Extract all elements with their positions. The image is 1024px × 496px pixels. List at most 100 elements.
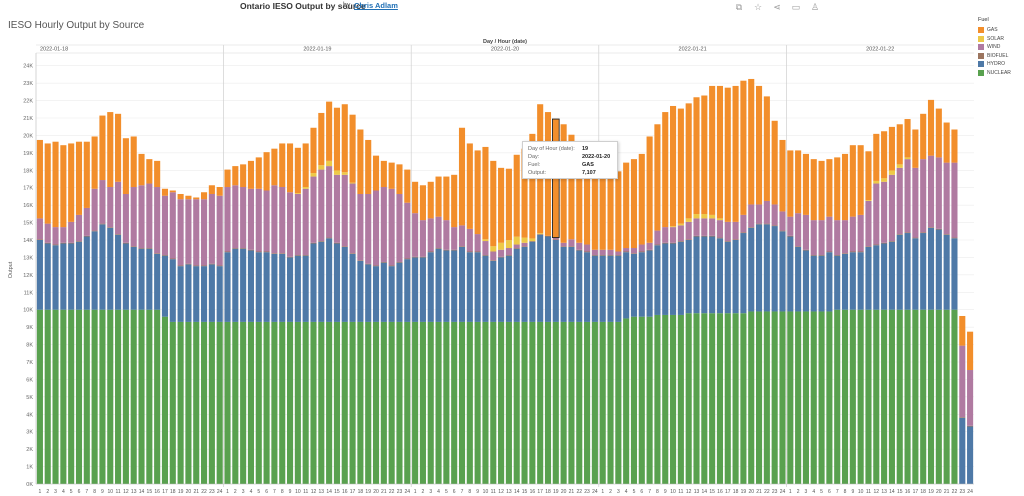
bar-segment-solar: [709, 214, 716, 219]
bar-segment-nuclear: [75, 309, 83, 484]
bar-segment-hydro: [841, 253, 849, 310]
x-tick-label: 7: [648, 489, 651, 495]
bar-segment-solar: [904, 157, 911, 160]
day-label: 2022-01-19: [303, 47, 331, 53]
bar-segment-biofuel: [693, 235, 700, 237]
x-tick-label: 24: [405, 489, 411, 495]
bar-segment-biofuel: [310, 242, 317, 244]
bar-segment-hydro: [677, 241, 684, 315]
bar-segment-gas: [615, 171, 622, 252]
bar-segment-biofuel: [740, 232, 747, 234]
x-tick-label: 20: [373, 489, 379, 495]
bar-segment-gas: [959, 315, 966, 346]
star-icon[interactable]: ☆: [753, 2, 763, 12]
x-tick-label: 6: [78, 489, 81, 495]
bar-segment-biofuel: [529, 241, 536, 242]
bar-segment-wind: [271, 185, 278, 254]
bar-segment-biofuel: [279, 253, 286, 254]
bar-segment-nuclear: [68, 309, 75, 484]
bar-segment-nuclear: [685, 313, 692, 484]
bar-segment-gas: [904, 119, 911, 158]
legend-label: SOLAR: [987, 35, 1004, 42]
bar-segment-wind: [122, 193, 129, 243]
legend-item-gas[interactable]: GAS: [978, 26, 1022, 35]
x-tick-label: 12: [123, 489, 129, 495]
bar-segment-gas: [208, 185, 215, 194]
bar-segment-gas: [795, 150, 802, 214]
bar-segment-nuclear: [779, 311, 786, 484]
bar-segment-gas: [779, 139, 786, 212]
bar-segment-hydro: [826, 252, 833, 312]
bar-segment-gas: [435, 176, 442, 217]
bar-segment-wind: [920, 159, 927, 233]
bar-segment-hydro: [896, 234, 903, 310]
legend-item-solar[interactable]: SOLAR: [978, 35, 1022, 44]
bar-segment-biofuel: [107, 227, 114, 228]
bar-segment-wind: [365, 193, 372, 264]
x-tick-label: 23: [397, 489, 403, 495]
bar-segment-wind: [654, 230, 661, 245]
bar-segment-nuclear: [318, 321, 325, 484]
x-tick-label: 5: [257, 489, 260, 495]
bar-segment-hydro: [685, 240, 692, 314]
bar-segment-hydro: [443, 250, 450, 322]
bar-segment-nuclear: [412, 321, 419, 484]
bar-segment-biofuel: [451, 249, 458, 251]
x-tick-label: 18: [733, 489, 739, 495]
legend-item-nuclear[interactable]: NUCLEAR: [978, 69, 1022, 78]
bar-segment-gas: [326, 101, 333, 161]
legend-swatch: [978, 61, 984, 68]
person-icon[interactable]: ♙: [810, 2, 820, 12]
bar-segment-biofuel: [865, 246, 872, 247]
bar-segment-wind: [177, 199, 184, 266]
y-tick-label: 0K: [26, 482, 33, 488]
bar-segment-gas: [255, 157, 262, 189]
bar-segment-nuclear: [396, 321, 403, 484]
bar-segment-gas: [810, 159, 817, 221]
bar-segment-biofuel: [630, 253, 638, 254]
x-tick-label: 18: [545, 489, 551, 495]
legend-label: BIOFUEL: [987, 52, 1009, 59]
share-icon[interactable]: ⋖: [773, 2, 781, 12]
x-tick-label: 4: [250, 489, 253, 495]
bar-segment-hydro: [349, 253, 356, 322]
x-tick-label: 9: [289, 489, 292, 495]
bar-segment-biofuel: [498, 256, 505, 258]
bar-segment-gas: [365, 139, 372, 194]
bar-segment-gas: [693, 97, 700, 215]
legend-item-hydro[interactable]: HYDRO: [978, 60, 1022, 69]
bar-segment-hydro: [537, 234, 544, 322]
bar-segment-biofuel: [146, 248, 153, 249]
bar-segment-nuclear: [646, 316, 653, 484]
x-tick-label: 5: [445, 489, 448, 495]
x-tick-label: 8: [656, 489, 659, 495]
bar-segment-nuclear: [404, 321, 411, 484]
bar-segment-hydro: [755, 224, 763, 312]
legend-item-wind[interactable]: WIND: [978, 43, 1022, 52]
bar-segment-biofuel: [584, 251, 591, 253]
author-link[interactable]: Chris Adlam: [354, 1, 398, 10]
bar-segment-solar: [294, 193, 301, 194]
bar-segment-wind: [568, 239, 575, 247]
bar-segment-nuclear: [490, 321, 497, 484]
bar-segment-hydro: [138, 248, 145, 310]
bar-segment-biofuel: [115, 234, 122, 235]
bar-segment-gas: [490, 160, 497, 247]
comment-icon[interactable]: ▭: [791, 2, 801, 12]
tooltip-key: Output:: [528, 170, 547, 176]
bar-segment-wind: [161, 195, 169, 255]
bar-segment-nuclear: [935, 309, 942, 484]
bar-segment-biofuel: [896, 234, 903, 235]
bar-segment-hydro: [498, 257, 505, 322]
bar-segment-biofuel: [591, 254, 598, 256]
bar-segment-hydro: [60, 243, 67, 310]
bar-segment-wind: [896, 167, 903, 235]
bar-segment-wind: [263, 190, 270, 252]
x-tick-label: 6: [453, 489, 456, 495]
bar-segment-gas: [888, 126, 895, 171]
bar-segment-nuclear: [224, 321, 231, 484]
bar-segment-nuclear: [115, 309, 122, 484]
legend-item-biofuel[interactable]: BIOFUEL: [978, 52, 1022, 61]
tooltip-value: GAS: [582, 162, 594, 168]
copy-icon[interactable]: ⧉: [735, 2, 743, 12]
